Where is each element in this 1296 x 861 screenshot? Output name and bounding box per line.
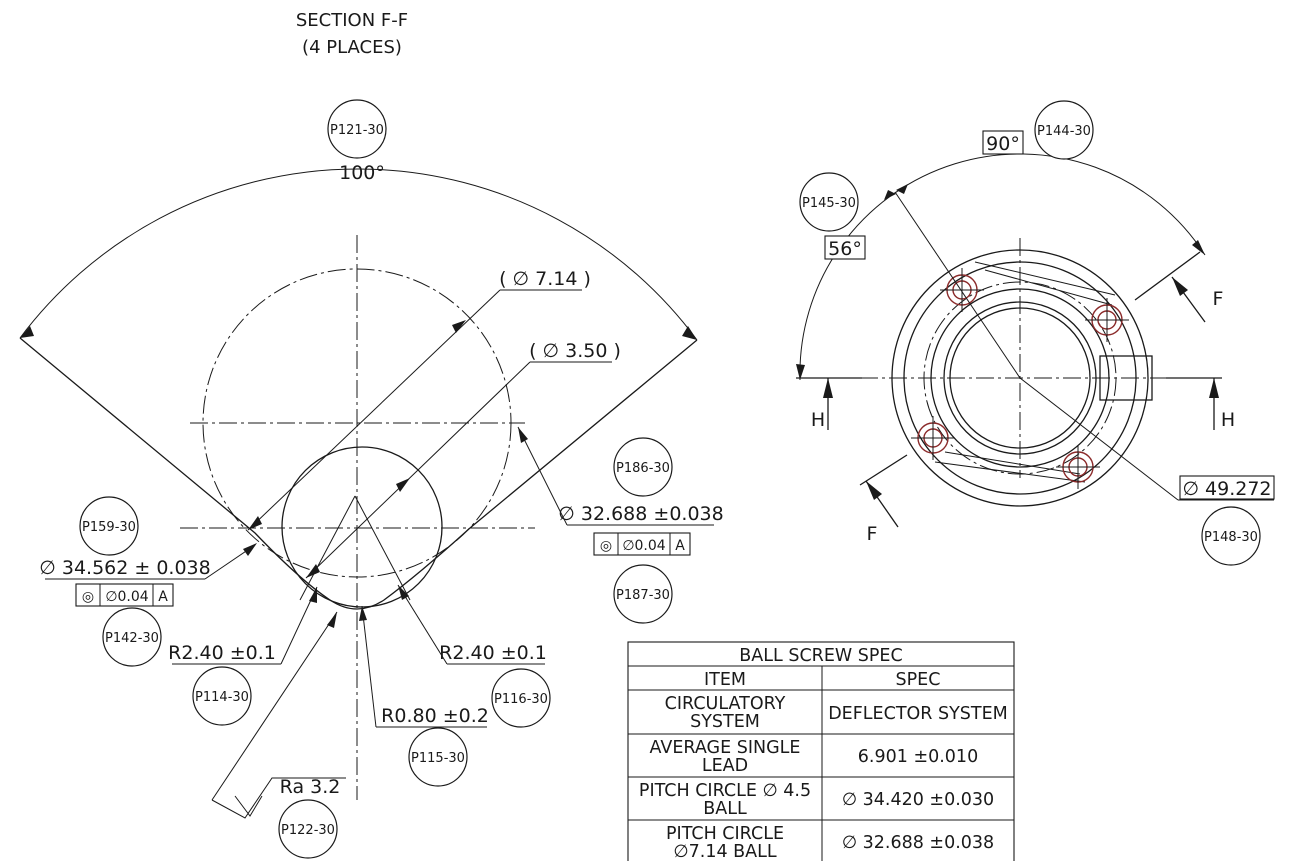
- section-label-f-bottom: F: [867, 523, 878, 545]
- balloon-p142: P142-30: [102, 607, 162, 667]
- section-label-f-top: F: [1213, 288, 1224, 310]
- dim-diameter-7-14: ( ∅ 7.14 ): [499, 268, 591, 290]
- balloon-p115: P115-30: [408, 727, 468, 787]
- ball-hole-2: [1085, 298, 1129, 342]
- balloon-p121: P121-30: [327, 99, 387, 159]
- fcf-concentricity-32-688: ◎ ∅0.04 A: [593, 532, 691, 556]
- section-title: SECTION F-F: [296, 10, 408, 31]
- fcf-concentricity-34-562: ◎ ∅0.04 A: [75, 583, 174, 607]
- balloon-p187: P187-30: [613, 564, 673, 624]
- concentricity-symbol: ◎: [82, 589, 94, 605]
- ball-hole-4: [1056, 445, 1100, 489]
- svg-text:P148-30: P148-30: [1204, 530, 1258, 545]
- balloon-p116: P116-30: [491, 668, 551, 728]
- dim-diameter-34-562: ∅ 34.562 ± 0.038: [39, 557, 210, 579]
- row3-spec: ∅ 34.420 ±0.030: [842, 790, 994, 810]
- row1-spec: DEFLECTOR SYSTEM: [828, 704, 1008, 724]
- svg-text:P159-30: P159-30: [82, 520, 136, 535]
- fcf-datum: A: [675, 538, 685, 554]
- section-label-h-left: H: [811, 409, 825, 431]
- row2-spec: 6.901 ±0.010: [858, 747, 978, 767]
- row1-item-line2: SYSTEM: [690, 712, 760, 732]
- row4-item-line2: ∅7.14 BALL: [673, 842, 776, 861]
- svg-text:P114-30: P114-30: [195, 690, 249, 705]
- ball-hole-3: [911, 416, 955, 460]
- svg-text:P187-30: P187-30: [616, 588, 670, 603]
- section-subtitle: (4 PLACES): [302, 37, 402, 58]
- balloon-p122: P122-30: [278, 799, 338, 859]
- fcf-tolerance: ∅0.04: [622, 538, 665, 554]
- angle-dimension-100: 100°: [339, 162, 385, 184]
- table-title: BALL SCREW SPEC: [739, 646, 902, 666]
- dim-radius-2-40-left: R2.40 ±0.1: [168, 642, 276, 664]
- left-section-view: [19, 168, 714, 819]
- balloon-p148: P148-30: [1201, 506, 1261, 566]
- dim-diameter-49-272: ∅ 49.272: [1182, 478, 1271, 500]
- balloon-p144: P144-30: [1034, 100, 1094, 160]
- balloon-p186: P186-30: [613, 437, 673, 497]
- balloon-p145: P145-30: [799, 172, 859, 232]
- balloon-p114: P114-30: [192, 666, 252, 726]
- svg-text:P115-30: P115-30: [411, 751, 465, 766]
- dim-radius-0-80: R0.80 ±0.2: [381, 705, 489, 727]
- row3-item-line2: BALL: [703, 799, 747, 819]
- svg-text:P142-30: P142-30: [105, 631, 159, 646]
- dim-diameter-3-50: ( ∅ 3.50 ): [529, 340, 621, 362]
- ball-hole-1: [940, 268, 984, 312]
- balloon-p159: P159-30: [79, 496, 139, 556]
- svg-text:P144-30: P144-30: [1037, 124, 1091, 139]
- ball-screw-spec-table: BALL SCREW SPEC ITEM SPEC CIRCULATORY SY…: [627, 641, 1015, 861]
- row3-item-line1: PITCH CIRCLE ∅ 4.5: [639, 781, 811, 801]
- fcf-tolerance: ∅0.04: [105, 589, 148, 605]
- svg-text:P121-30: P121-30: [330, 123, 384, 138]
- svg-text:P122-30: P122-30: [281, 823, 335, 838]
- concentricity-symbol: ◎: [600, 538, 612, 554]
- row2-item-line1: AVERAGE SINGLE: [650, 738, 801, 758]
- svg-text:P116-30: P116-30: [494, 692, 548, 707]
- fcf-datum: A: [158, 589, 168, 605]
- row4-item-line1: PITCH CIRCLE: [666, 824, 784, 844]
- row1-item-line1: CIRCULATORY: [665, 694, 786, 714]
- right-end-view: [796, 153, 1274, 528]
- angle-dimension-56: 56°: [828, 238, 862, 260]
- svg-text:P145-30: P145-30: [802, 196, 856, 211]
- dim-radius-2-40-right: R2.40 ±0.1: [439, 642, 547, 664]
- dim-diameter-32-688: ∅ 32.688 ±0.038: [558, 503, 723, 525]
- row2-item-line2: LEAD: [702, 756, 748, 776]
- row4-spec: ∅ 32.688 ±0.038: [842, 833, 994, 853]
- svg-text:P186-30: P186-30: [616, 461, 670, 476]
- section-label-h-right: H: [1221, 409, 1235, 431]
- surface-finish-text: Ra 3.2: [280, 776, 341, 798]
- header-spec: SPEC: [896, 670, 941, 690]
- angle-dimension-90: 90°: [986, 133, 1020, 155]
- header-item: ITEM: [704, 670, 746, 690]
